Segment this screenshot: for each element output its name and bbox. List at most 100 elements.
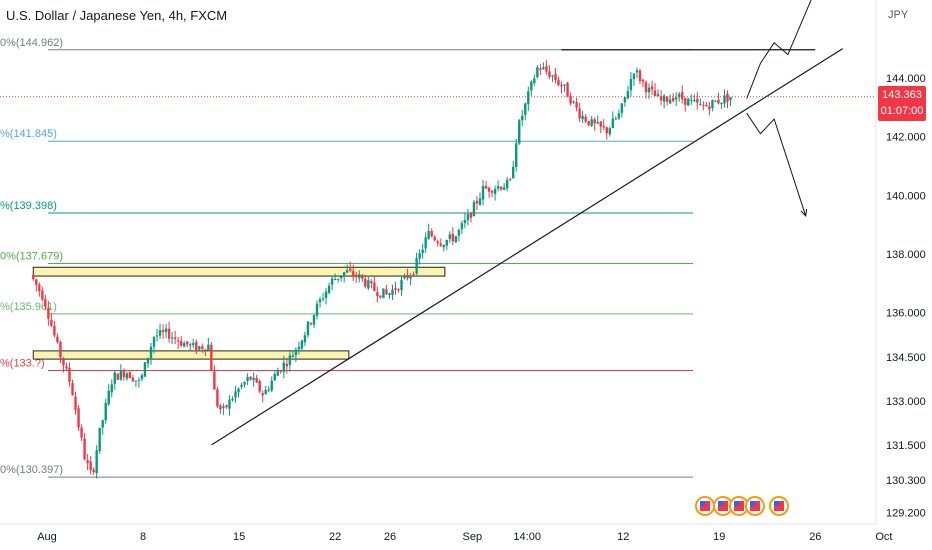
candle-body	[219, 405, 222, 410]
candle-body	[385, 289, 388, 295]
time-axis-label: Sep	[463, 531, 483, 543]
candle-body	[92, 469, 95, 473]
candle-body	[729, 97, 732, 100]
candle-body	[303, 335, 307, 343]
candle-body	[228, 399, 231, 409]
candle-body	[252, 377, 255, 380]
candle-body	[288, 355, 292, 366]
candle-body	[32, 274, 35, 280]
candle-body	[590, 119, 593, 126]
candle-body	[714, 100, 717, 102]
candle-body	[373, 282, 376, 291]
price-axis-label: 134.500	[886, 352, 926, 364]
bullish-projection-arrow	[746, 0, 812, 99]
candle-body	[201, 346, 204, 349]
candle-body	[662, 95, 666, 102]
candle-body	[427, 230, 430, 239]
candle-body	[207, 344, 210, 351]
candle-body	[237, 388, 240, 393]
candle-body	[502, 187, 506, 190]
candle-body	[536, 67, 539, 78]
candle-body	[638, 70, 642, 82]
candle-body	[77, 408, 80, 428]
candle-body	[421, 249, 424, 254]
time-axis-label: 26	[384, 531, 396, 543]
candle-body	[623, 97, 627, 103]
candle-body	[38, 284, 41, 292]
candle-body	[146, 357, 150, 364]
candle-body	[294, 349, 298, 355]
candle-body	[285, 363, 289, 367]
candle-body	[309, 323, 313, 325]
time-axis-label: Oct	[875, 531, 892, 543]
candle-body	[210, 344, 213, 371]
candle-body	[83, 438, 86, 460]
price-axis-label: 129.200	[886, 507, 926, 519]
flag-canton-icon	[734, 501, 739, 506]
candle-body	[584, 116, 587, 122]
bar-countdown: 01:07:00	[880, 105, 924, 117]
candle-body	[481, 185, 485, 200]
candle-body	[276, 370, 279, 376]
candle-body	[557, 79, 560, 85]
candle-body	[717, 99, 720, 104]
candle-body	[62, 357, 65, 366]
candle-body	[487, 187, 491, 192]
flag-canton-icon	[718, 501, 723, 506]
candle-body	[179, 340, 183, 346]
candle-body	[192, 343, 195, 346]
flag-canton-icon	[774, 501, 779, 506]
candle-body	[388, 293, 391, 296]
candle-body	[352, 271, 355, 277]
candle-body	[542, 67, 545, 69]
candle-body	[261, 393, 264, 396]
candle-body	[705, 104, 708, 107]
candle-body	[342, 272, 346, 277]
candle-body	[539, 68, 542, 70]
candle-body	[611, 118, 615, 129]
candle-body	[321, 298, 325, 300]
candle-body	[345, 270, 349, 273]
candle-body	[128, 372, 132, 379]
candle-body	[521, 115, 524, 121]
chart-title: U.S. Dollar / Japanese Yen, 4h, FXCM	[6, 8, 228, 23]
candle-body	[361, 274, 364, 279]
ascending-trendline	[211, 48, 844, 446]
candle-body	[490, 191, 494, 193]
price-axis-label: 131.500	[886, 440, 926, 452]
candle-body	[572, 101, 575, 103]
candle-body	[95, 450, 98, 474]
candle-body	[59, 341, 62, 358]
candle-body	[41, 290, 44, 300]
price-axis-label: 142.000	[886, 132, 926, 144]
candle-body	[620, 103, 624, 113]
candle-body	[726, 93, 729, 102]
candle-body	[635, 70, 639, 73]
candle-body	[116, 373, 119, 380]
candle-body	[656, 94, 660, 97]
candle-body	[442, 244, 445, 248]
candle-body	[104, 402, 107, 421]
candle-body	[315, 303, 319, 316]
candle-body	[330, 278, 334, 285]
candle-body	[650, 86, 654, 90]
candle-body	[665, 97, 669, 102]
candle-body	[587, 121, 590, 126]
candle-body	[131, 377, 135, 382]
candle-body	[463, 219, 467, 223]
candle-body	[469, 212, 473, 218]
price-axis-label: 140.000	[886, 190, 926, 202]
candle-body	[297, 346, 301, 350]
candle-body	[35, 279, 38, 285]
candle-body	[312, 315, 316, 325]
time-axis-label: Aug	[37, 531, 57, 543]
candle-body	[472, 201, 476, 217]
candle-body	[231, 398, 234, 401]
fib-level-label: %(141.845)	[0, 128, 57, 140]
candle-body	[693, 99, 696, 101]
candle-body	[551, 75, 554, 77]
candle-body	[382, 288, 385, 299]
candle-body	[575, 101, 578, 108]
candle-body	[246, 377, 249, 382]
